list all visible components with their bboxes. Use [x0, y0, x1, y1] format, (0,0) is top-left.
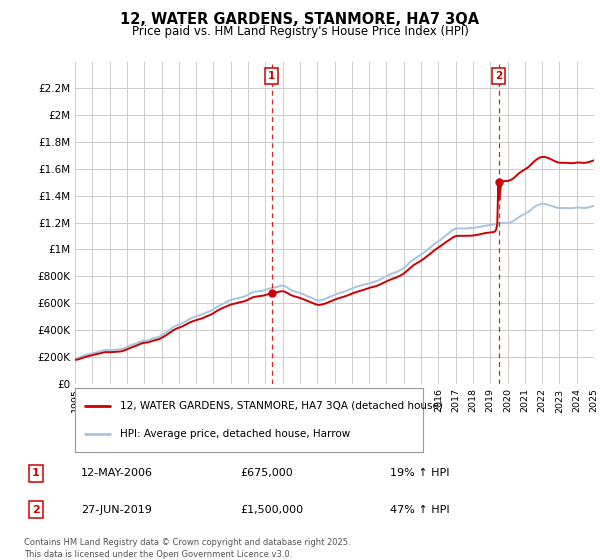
Text: 1: 1 — [32, 468, 40, 478]
Text: £675,000: £675,000 — [240, 468, 293, 478]
Text: HPI: Average price, detached house, Harrow: HPI: Average price, detached house, Harr… — [120, 429, 350, 439]
Text: 47% ↑ HPI: 47% ↑ HPI — [390, 505, 449, 515]
Text: 19% ↑ HPI: 19% ↑ HPI — [390, 468, 449, 478]
Text: 1: 1 — [268, 71, 275, 81]
Text: 27-JUN-2019: 27-JUN-2019 — [81, 505, 152, 515]
Text: 12, WATER GARDENS, STANMORE, HA7 3QA (detached house): 12, WATER GARDENS, STANMORE, HA7 3QA (de… — [120, 400, 443, 410]
Text: Price paid vs. HM Land Registry's House Price Index (HPI): Price paid vs. HM Land Registry's House … — [131, 25, 469, 38]
Text: Contains HM Land Registry data © Crown copyright and database right 2025.
This d: Contains HM Land Registry data © Crown c… — [24, 538, 350, 559]
Text: 12, WATER GARDENS, STANMORE, HA7 3QA: 12, WATER GARDENS, STANMORE, HA7 3QA — [121, 12, 479, 27]
Text: £1,500,000: £1,500,000 — [240, 505, 303, 515]
Text: 2: 2 — [495, 71, 502, 81]
Text: 2: 2 — [32, 505, 40, 515]
Text: 12-MAY-2006: 12-MAY-2006 — [81, 468, 153, 478]
